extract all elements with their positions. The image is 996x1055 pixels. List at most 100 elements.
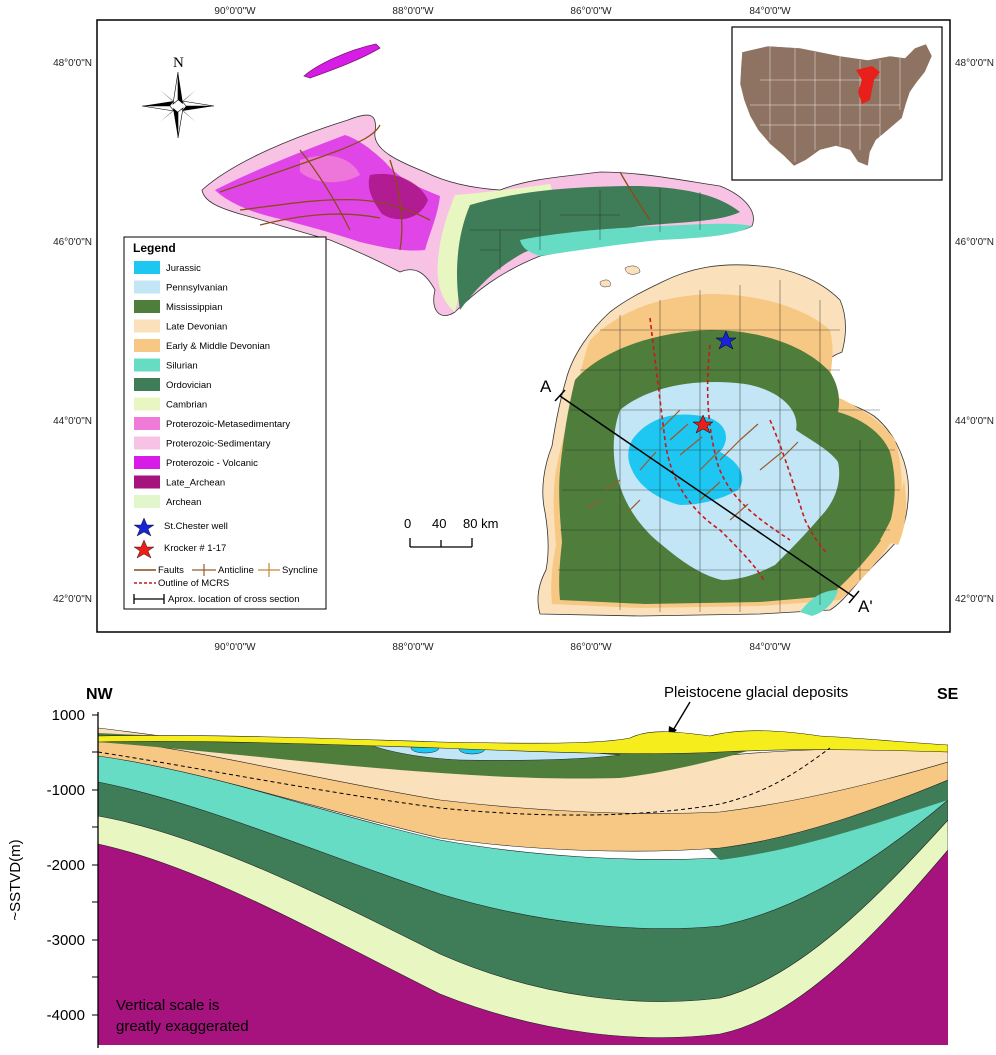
lat-label-right-44: 44°0'0"N <box>955 416 994 427</box>
island-1 <box>624 265 641 275</box>
usa-state-lines <box>750 46 901 162</box>
legend-label-ordovician: Ordovician <box>166 380 211 391</box>
lp-jurassic <box>628 414 743 505</box>
up-county-grid <box>470 188 701 270</box>
lon-label-top-88: 88°0'0"W <box>392 6 434 17</box>
legend-st-chester-star <box>133 517 155 537</box>
scale-label-0: 0 <box>404 516 411 531</box>
layer-pleistocene <box>98 730 948 754</box>
legend-swatch-pennsylvanian <box>134 280 160 294</box>
legend-structures: Faults Anticline Syncline Outline of MCR… <box>133 563 318 605</box>
y-axis-label: ~SSTVD(m) <box>7 839 24 920</box>
legend-swatch-jurassic <box>134 261 160 274</box>
scale-label-40: 40 <box>432 516 446 531</box>
north-label: N <box>173 55 184 71</box>
legend-swatch-cambrian <box>134 397 160 411</box>
section-layers <box>98 727 948 1045</box>
lat-label-right-48: 48°0'0"N <box>955 58 994 69</box>
legend-swatch-proterozoic-sedimentary <box>134 436 160 450</box>
metasedimentary-patch <box>300 155 360 183</box>
up-ordovician-band <box>457 186 740 310</box>
legend-label-early-middle-devonian: Early & Middle Devonian <box>166 341 270 352</box>
scale-label-80: 80 km <box>463 516 498 531</box>
legend-label-cambrian: Cambrian <box>166 400 207 411</box>
legend-label-late-devonian: Late Devonian <box>166 322 227 333</box>
y-tick-minus-2000: -2000 <box>47 857 85 874</box>
lon-label-bottom-88: 88°0'0"W <box>392 642 434 653</box>
legend-units: Jurassic Pennsylvanian Mississippian Late D… <box>134 261 290 508</box>
lat-label-left-46: 46°0'0"N <box>53 237 92 248</box>
michigan-highlight <box>856 66 880 104</box>
krocker-well-marker <box>692 414 714 434</box>
up-silurian-band <box>520 223 752 256</box>
legend-label-proterozoic-sedimentary: Proterozoic-Sedimentary <box>166 439 271 450</box>
legend-anticline-label: Anticline <box>218 565 254 576</box>
legend-swatch-late-archean <box>134 475 160 489</box>
late-archean-patch <box>368 173 428 220</box>
annotation-arrow-line <box>671 701 691 733</box>
legend-swatch-early-middle-devonian <box>134 339 160 352</box>
lat-label-right-42: 42°0'0"N <box>955 594 994 605</box>
lp-silurian-corner <box>800 590 838 616</box>
map-legend: Legend Jurassic Pennsylvanian Mississippia… <box>123 236 327 610</box>
legend-swatch-proterozoic-metasedimentary <box>134 417 160 430</box>
isle-royale <box>303 43 381 79</box>
cross-section: NW SE Pleistocene glacial deposits <box>7 684 959 1048</box>
legend-swatch-silurian <box>134 358 160 372</box>
legend-label-jurassic: Jurassic <box>166 263 201 274</box>
section-start-label: A <box>540 377 552 396</box>
legend-st-chester-label: St.Chester well <box>164 521 228 532</box>
legend-swatch-archean <box>134 495 160 508</box>
lon-label-top-84: 84°0'0"W <box>749 6 791 17</box>
legend-label-pennsylvanian: Pennsylvanian <box>166 283 228 294</box>
y-tick-minus-1000: -1000 <box>47 782 85 799</box>
se-label: SE <box>937 686 959 703</box>
legend-krocker-label: Krocker # 1-17 <box>164 543 226 554</box>
up-fault-lines <box>219 124 651 251</box>
inset-usa-map <box>731 26 943 181</box>
scale-note-line1: Vertical scale is <box>116 997 219 1014</box>
legend-label-proterozoic-volcanic: Proterozoic - Volcanic <box>166 458 258 469</box>
legend-swatch-proterozoic-volcanic <box>134 456 160 469</box>
map-body: A A' <box>123 26 943 617</box>
section-y-ticks <box>92 714 98 1016</box>
section-mcrs-dashed <box>98 747 831 816</box>
legend-cross-section-label: Aprox. location of cross section <box>168 594 299 605</box>
lp-se-margin <box>880 480 906 545</box>
structure-symbols <box>587 409 799 521</box>
section-line <box>554 389 860 604</box>
legend-label-mississippian: Mississippian <box>166 302 223 313</box>
legend-swatch-mississippian <box>134 300 160 313</box>
section-end-label: A' <box>858 597 873 616</box>
lon-label-bottom-90: 90°0'0"W <box>214 642 256 653</box>
legend-faults-label: Faults <box>158 565 184 576</box>
island-2 <box>599 279 611 288</box>
legend-label-late-archean: Late_Archean <box>166 478 225 489</box>
nw-label: NW <box>86 686 114 703</box>
western-up-precambrian <box>215 135 440 251</box>
legend-syncline-label: Syncline <box>282 565 318 576</box>
scale-note-line2: greatly exaggerated <box>116 1018 249 1035</box>
y-tick-minus-3000: -3000 <box>47 932 85 949</box>
legend-krocker-star <box>133 539 155 559</box>
pleistocene-annotation: Pleistocene glacial deposits <box>664 684 848 701</box>
y-tick-minus-4000: -4000 <box>47 1007 85 1024</box>
legend-swatch-ordovician <box>134 378 160 391</box>
layer-late-archean <box>98 838 948 1045</box>
legend-wells: St.Chester well Krocker # 1-17 <box>133 517 228 559</box>
lon-label-bottom-86: 86°0'0"W <box>570 642 612 653</box>
legend-label-silurian: Silurian <box>166 361 198 372</box>
st-chester-well-marker <box>715 330 737 350</box>
lon-label-bottom-84: 84°0'0"W <box>749 642 791 653</box>
lat-label-left-48: 48°0'0"N <box>53 58 92 69</box>
legend-title: Legend <box>133 241 176 255</box>
legend-label-proterozoic-metasedimentary: Proterozoic-Metasedimentary <box>166 419 290 430</box>
layer-silurian <box>98 751 948 929</box>
scale-bar <box>409 538 473 548</box>
lat-label-left-42: 42°0'0"N <box>53 594 92 605</box>
lat-label-left-44: 44°0'0"N <box>53 416 92 427</box>
legend-mcrs-label: Outline of MCRS <box>158 578 229 589</box>
north-arrow <box>141 71 215 139</box>
lon-label-top-90: 90°0'0"W <box>214 6 256 17</box>
